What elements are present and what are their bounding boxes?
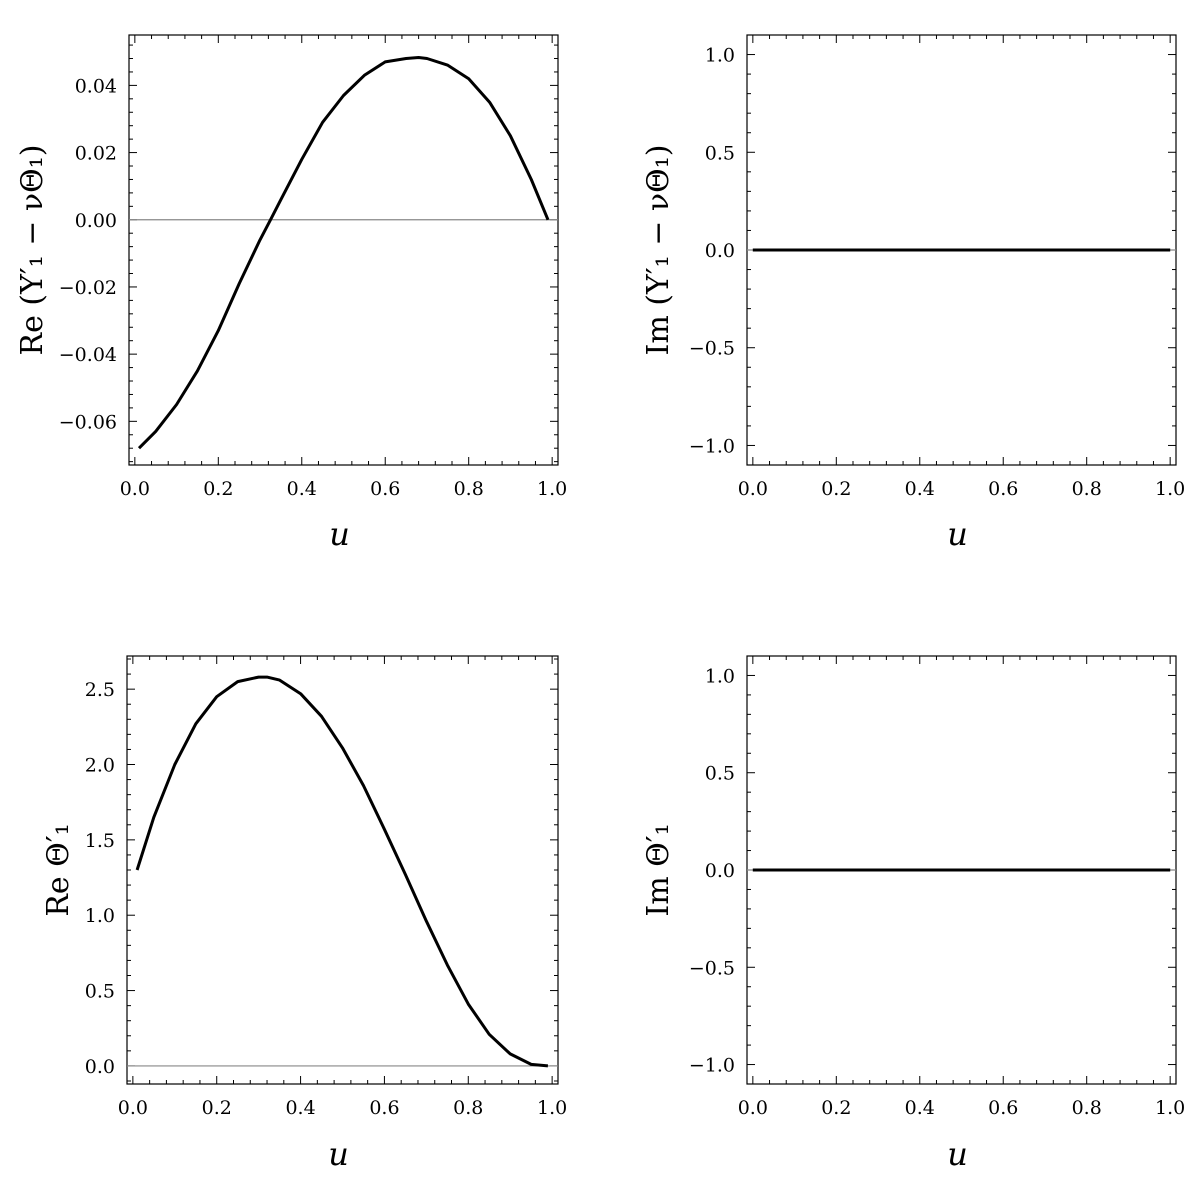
y-tick-label: 0.0 — [85, 1056, 115, 1078]
x-tick-label: 0.4 — [287, 478, 317, 500]
x-tick-label: 0.6 — [988, 478, 1018, 500]
y-axis-label: Im Θ′₁ — [641, 823, 676, 916]
y-tick-label: 0.5 — [85, 981, 115, 1003]
y-tick-label: 1.0 — [85, 905, 115, 927]
x-tick-label: 0.2 — [202, 1097, 232, 1119]
x-tick-label: 1.0 — [1155, 478, 1185, 500]
x-tick-label: 0.4 — [905, 478, 935, 500]
y-tick-label: 0.0 — [705, 240, 735, 262]
plot-frame — [128, 34, 559, 466]
y-tick-label: −0.06 — [59, 411, 117, 433]
y-tick-label: 0.5 — [705, 142, 735, 164]
subplot-1: 0.0 0.2 0.4 0.6 0.8 1.0 −0.06 −0.04 −0.02 0.00 0.0… — [15, 34, 567, 553]
y-tick-label: 0.00 — [75, 210, 117, 232]
x-tick-label: 0.8 — [1072, 1097, 1102, 1119]
y-tick-label: 2.0 — [85, 755, 115, 777]
y-tick-label: 2.5 — [85, 679, 115, 701]
subplot-2: 0.0 0.2 0.4 0.6 0.8 1.0 −1.0 −0.5 0.0 0.5 1.0 u Im (… — [641, 34, 1185, 553]
x-tick-label: 0.0 — [118, 1097, 148, 1119]
x-tick-label: 0.4 — [285, 1097, 315, 1119]
x-axis-label: u — [947, 515, 968, 553]
series-line — [137, 56, 550, 450]
y-tick-label: 0.0 — [705, 860, 735, 882]
y-tick-label: 0.02 — [75, 143, 117, 165]
y-tick-label: −0.5 — [689, 338, 735, 360]
y-tick-label: 1.0 — [705, 665, 735, 687]
y-axis-label: Im (Y′₁ − νΘ₁) — [641, 145, 676, 356]
y-tick-label: −1.0 — [689, 435, 735, 457]
x-tick-label: 0.0 — [120, 478, 150, 500]
x-axis-label: u — [947, 1135, 968, 1173]
y-tick-label: −0.04 — [59, 344, 117, 366]
y-tick-label: −0.5 — [689, 957, 735, 979]
subplot-3: 0.0 0.2 0.4 0.6 0.8 1.0 0.0 0.5 1.0 1.5 2.0 2.5 u Re … — [41, 655, 567, 1173]
y-tick-label: −0.02 — [59, 277, 117, 299]
x-axis-label: u — [328, 1135, 349, 1173]
x-tick-label: 0.0 — [738, 478, 768, 500]
x-tick-label: 0.0 — [738, 1097, 768, 1119]
x-tick-label: 1.0 — [1155, 1097, 1185, 1119]
x-tick-label: 1.0 — [537, 1097, 567, 1119]
y-tick-label: −1.0 — [689, 1055, 735, 1077]
x-tick-label: 0.6 — [988, 1097, 1018, 1119]
y-tick-label: 1.0 — [705, 45, 735, 67]
y-tick-label: 0.5 — [705, 763, 735, 785]
x-tick-label: 0.8 — [1072, 478, 1102, 500]
x-tick-label: 1.0 — [537, 478, 567, 500]
x-tick-label: 0.8 — [454, 478, 484, 500]
y-tick-label: 1.5 — [85, 830, 115, 852]
plot-frame — [126, 655, 559, 1085]
y-tick-label: 0.04 — [75, 75, 117, 97]
y-axis-label: Re Θ′₁ — [41, 823, 76, 916]
series-line — [135, 675, 549, 1068]
x-tick-label: 0.8 — [453, 1097, 483, 1119]
x-axis-label: u — [329, 515, 350, 553]
x-tick-label: 0.4 — [905, 1097, 935, 1119]
x-tick-label: 0.6 — [369, 1097, 399, 1119]
x-tick-label: 0.2 — [203, 478, 233, 500]
x-tick-label: 0.2 — [821, 478, 851, 500]
y-axis-label: Re (Y′₁ − νΘ₁) — [15, 145, 50, 356]
subplot-4: 0.0 0.2 0.4 0.6 0.8 1.0 −1.0 −0.5 0.0 0.5 1.0 u Im Θ… — [641, 655, 1185, 1173]
x-tick-label: 0.6 — [370, 478, 400, 500]
x-tick-label: 0.2 — [821, 1097, 851, 1119]
